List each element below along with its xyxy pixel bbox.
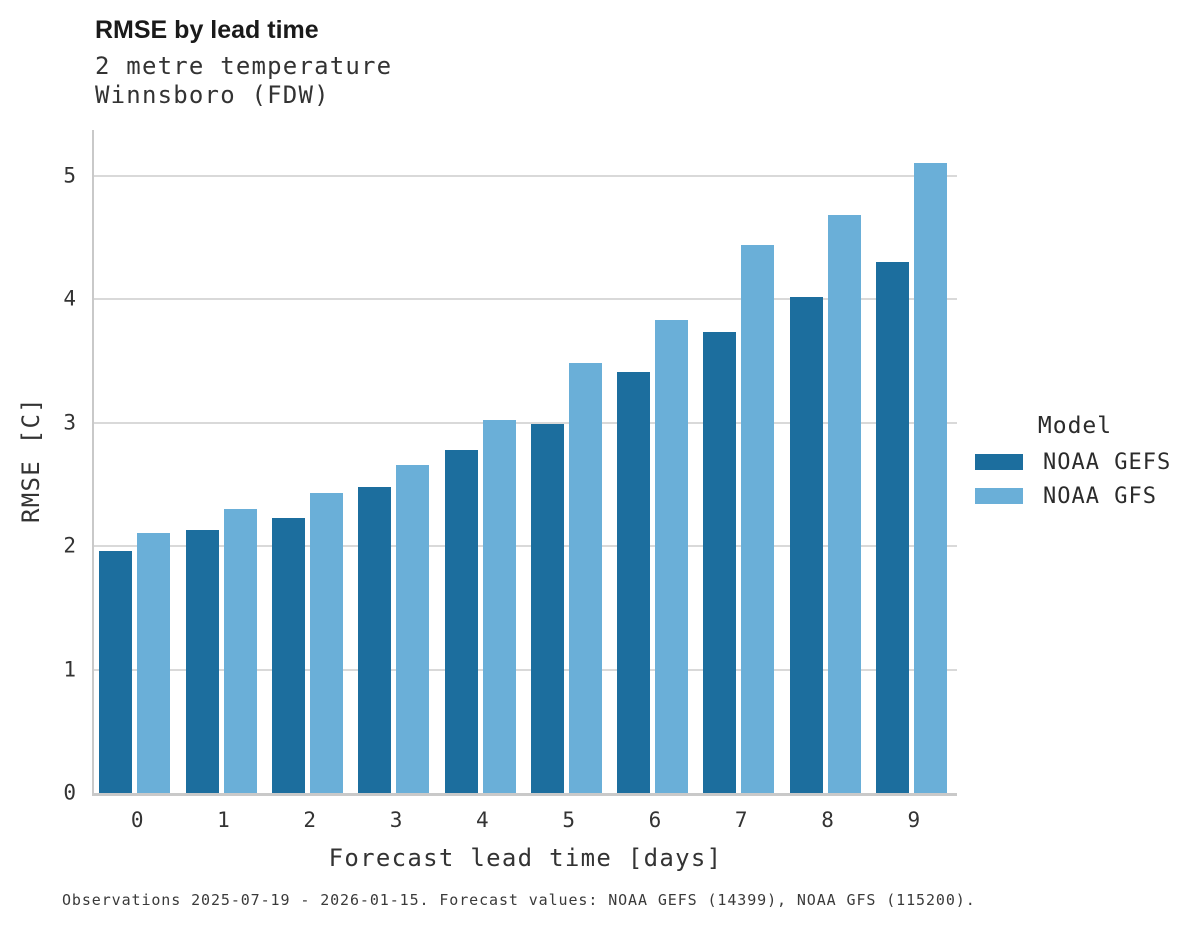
bar-noaa-gefs-lead-7 <box>703 332 737 793</box>
plot-area <box>92 130 957 796</box>
x-tick-label: 7 <box>734 808 748 832</box>
x-tick-label: 8 <box>821 808 834 832</box>
x-tick-label: 9 <box>907 808 921 832</box>
x-tick-label: 3 <box>389 808 403 832</box>
y-tick-label: 0 <box>63 780 76 805</box>
chart-title: RMSE by lead time <box>95 16 319 44</box>
x-tick-label: 2 <box>303 808 317 832</box>
legend-swatch-noaa-gefs <box>975 454 1023 470</box>
x-tick-label: 0 <box>130 808 144 832</box>
chart-subtitle: 2 metre temperature Winnsboro (FDW) <box>95 52 392 110</box>
legend-entry-noaa-gefs: NOAA GEFS <box>975 445 1185 479</box>
bar-noaa-gefs-lead-8 <box>789 296 823 793</box>
caption: Observations 2025-07-19 - 2026-01-15. Fo… <box>62 891 976 909</box>
subtitle-line-variable: 2 metre temperature <box>95 52 393 80</box>
bar-noaa-gfs-lead-3 <box>396 464 430 793</box>
bar-noaa-gefs-lead-3 <box>358 486 392 793</box>
x-tick-label: 1 <box>217 808 230 832</box>
gridline <box>94 421 957 424</box>
bar-noaa-gfs-lead-1 <box>223 509 257 793</box>
legend-label-noaa-gefs: NOAA GEFS <box>1043 449 1172 475</box>
bar-noaa-gfs-lead-0 <box>137 532 171 793</box>
bar-noaa-gfs-lead-6 <box>655 320 689 793</box>
legend-entries: NOAA GEFS NOAA GFS <box>975 445 1185 513</box>
bar-noaa-gefs-lead-5 <box>530 423 564 793</box>
y-tick-label: 3 <box>63 410 76 435</box>
legend-label-noaa-gfs: NOAA GFS <box>1043 483 1157 509</box>
gridline <box>94 545 957 548</box>
bar-noaa-gefs-lead-9 <box>876 262 909 793</box>
y-tick-label: 4 <box>63 286 76 311</box>
bar-noaa-gfs-lead-9 <box>914 163 947 793</box>
bar-noaa-gfs-lead-5 <box>568 363 602 793</box>
x-axis-ticks: 0 1 2 3 4 5 6 7 8 9 <box>94 808 957 838</box>
y-tick-label: 1 <box>63 657 76 682</box>
x-tick-label: 6 <box>648 808 662 832</box>
x-axis-title: Forecast lead time [days] <box>328 844 723 872</box>
bar-noaa-gefs-lead-4 <box>444 449 478 793</box>
bar-noaa-gfs-lead-2 <box>309 492 343 793</box>
gridline <box>94 174 957 177</box>
legend-entry-noaa-gfs: NOAA GFS <box>975 479 1185 513</box>
bar-noaa-gfs-lead-4 <box>482 420 516 793</box>
y-tick-label: 5 <box>63 163 76 188</box>
x-tick-label: 4 <box>476 808 489 832</box>
legend-title: Model <box>1037 413 1113 439</box>
legend: Model NOAA GEFS NOAA GFS <box>975 413 1185 513</box>
subtitle-line-station: Winnsboro (FDW) <box>95 81 330 109</box>
y-tick-label: 2 <box>63 533 76 558</box>
bar-noaa-gfs-lead-8 <box>827 215 861 793</box>
y-axis-spine <box>92 130 94 793</box>
bar-noaa-gefs-lead-2 <box>271 517 305 793</box>
gridline <box>94 298 957 301</box>
gridline <box>94 668 957 671</box>
bar-noaa-gefs-lead-0 <box>99 551 133 793</box>
bar-noaa-gfs-lead-7 <box>741 244 775 793</box>
x-tick-label: 5 <box>562 808 575 832</box>
y-axis-ticks: 0 1 2 3 4 5 <box>0 130 76 804</box>
x-axis-spine <box>92 793 957 796</box>
bar-noaa-gefs-lead-1 <box>185 530 219 793</box>
bar-noaa-gefs-lead-6 <box>617 372 651 793</box>
legend-swatch-noaa-gfs <box>975 488 1023 504</box>
